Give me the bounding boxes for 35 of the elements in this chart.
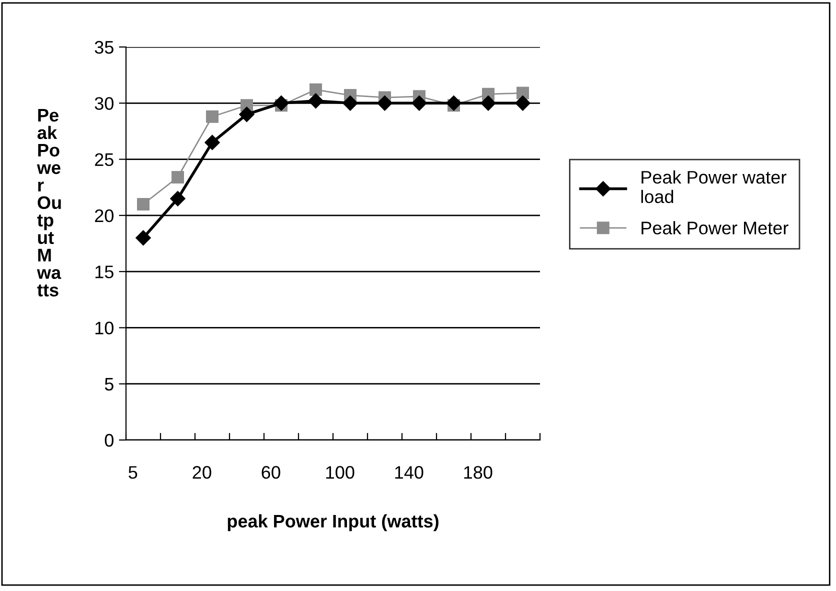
y-tick-label: 10 bbox=[95, 322, 114, 334]
point bbox=[170, 191, 186, 206]
x-tick-label: 20 bbox=[192, 466, 212, 479]
point bbox=[206, 110, 218, 123]
y-tick-label: 25 bbox=[95, 153, 114, 166]
text: Pe ak Po we r Ou tp ut M wa tts bbox=[36, 109, 62, 296]
legend-label: Peak Power Meter bbox=[642, 221, 788, 234]
x-tick-label: 100 bbox=[326, 466, 354, 479]
y-tick-label: 20 bbox=[95, 209, 114, 222]
point bbox=[310, 83, 322, 96]
point bbox=[137, 198, 150, 210]
point bbox=[308, 93, 324, 108]
point bbox=[377, 96, 392, 111]
point bbox=[136, 230, 151, 246]
y-tick-label: 35 bbox=[94, 40, 114, 54]
point bbox=[239, 106, 254, 122]
legend-label: Peak Power water load bbox=[641, 170, 786, 204]
point bbox=[515, 96, 530, 111]
point bbox=[204, 134, 220, 150]
point bbox=[342, 96, 358, 111]
point bbox=[446, 96, 462, 111]
point bbox=[516, 86, 529, 100]
x-tick-label: 140 bbox=[395, 466, 424, 479]
x-tick-label: 60 bbox=[262, 466, 280, 479]
point bbox=[274, 96, 289, 111]
y-tick-label: 0 bbox=[104, 434, 114, 447]
x-axis-title: peak Power Input (watts) bbox=[228, 514, 438, 532]
point bbox=[480, 96, 496, 111]
point bbox=[172, 171, 184, 184]
point bbox=[412, 96, 427, 111]
x-tick-label: 180 bbox=[464, 466, 492, 479]
y-tick-label: 5 bbox=[104, 378, 114, 391]
x-tick-label: 5 bbox=[128, 466, 138, 479]
y-tick-label: 15 bbox=[95, 266, 114, 278]
y-tick-label: 30 bbox=[94, 97, 114, 110]
